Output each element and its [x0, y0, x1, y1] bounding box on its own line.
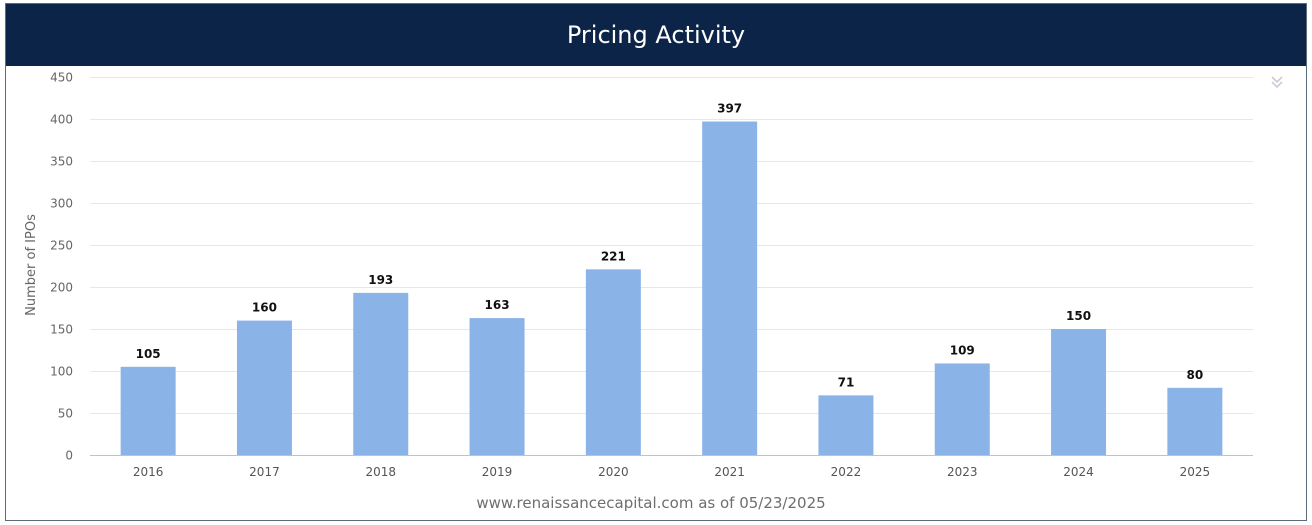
source-note: www.renaissancecapital.com as of 05/23/2…: [476, 494, 826, 512]
y-tick-label: 400: [50, 113, 73, 127]
data-label-2024: 150: [1066, 309, 1091, 323]
bar-2023: [934, 363, 990, 455]
y-tick-label: 150: [50, 323, 73, 337]
data-label-2022: 71: [838, 375, 855, 389]
data-label-2018: 193: [368, 273, 393, 287]
bar-2019: [469, 318, 525, 455]
x-axis-ticks: 2016 2017 2018 2019 2020 2021 2022 2023 2024 2025: [133, 465, 1210, 479]
y-tick-label: 0: [65, 449, 73, 463]
y-tick-label: 250: [50, 239, 73, 253]
bar-2018: [353, 292, 409, 455]
bar-2017: [236, 320, 292, 455]
data-label-2021: 397: [717, 102, 742, 116]
bar-2021: [702, 121, 758, 456]
x-tick-label-2021: 2021: [714, 465, 745, 479]
data-label-2020: 221: [601, 249, 626, 263]
double-chevron-down-icon[interactable]: [1270, 74, 1284, 90]
data-label-2019: 163: [485, 298, 510, 312]
bars: [120, 121, 1223, 456]
x-tick-label-2019: 2019: [482, 465, 513, 479]
chart-title: Pricing Activity: [566, 21, 746, 49]
x-tick-label-2022: 2022: [831, 465, 862, 479]
x-tick-label-2016: 2016: [133, 465, 164, 479]
data-label-2016: 105: [136, 347, 161, 361]
y-axis-label: Number of IPOs: [24, 214, 39, 316]
y-tick-label: 100: [50, 365, 73, 379]
y-tick-label: 300: [50, 197, 73, 211]
x-tick-label-2023: 2023: [947, 465, 978, 479]
y-tick-label: 50: [58, 407, 73, 421]
chart-header: Pricing Activity: [6, 4, 1306, 66]
data-label-2023: 109: [950, 343, 975, 357]
y-tick-label: 350: [50, 155, 73, 169]
x-tick-label-2020: 2020: [598, 465, 629, 479]
y-tick-label: 450: [50, 71, 73, 85]
bar-2022: [818, 395, 874, 455]
data-labels: 105 160 193 163 221 397 71 109 150 80: [136, 102, 1204, 390]
y-tick-label: 200: [50, 281, 73, 295]
y-axis-ticks: 0 50 100 150 200 250 300 350 400 450: [50, 71, 73, 463]
bar-2025: [1167, 387, 1223, 455]
chart-panel: Pricing Activity: [5, 3, 1307, 521]
x-tick-label-2024: 2024: [1063, 465, 1094, 479]
data-label-2017: 160: [252, 301, 277, 315]
bar-2024: [1051, 329, 1107, 455]
x-tick-label-2025: 2025: [1180, 465, 1211, 479]
data-label-2025: 80: [1186, 368, 1203, 382]
x-tick-label-2017: 2017: [249, 465, 280, 479]
x-tick-label-2018: 2018: [365, 465, 396, 479]
bar-2016: [120, 366, 176, 455]
bar-2020: [585, 269, 641, 455]
